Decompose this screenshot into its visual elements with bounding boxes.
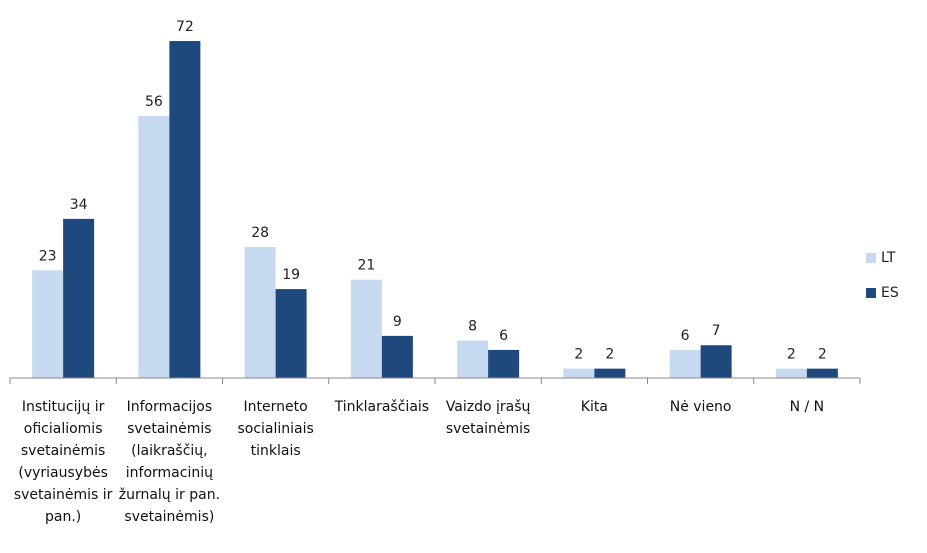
bar — [275, 289, 307, 378]
x-tick-label: Tinklaraščiais — [334, 399, 430, 415]
value-label: 34 — [70, 197, 88, 213]
bar — [488, 349, 520, 378]
value-label: 56 — [145, 94, 163, 110]
bar — [700, 345, 732, 378]
value-label: 2 — [787, 347, 796, 363]
value-label: 2 — [818, 347, 827, 363]
x-tick-label: Kita — [580, 399, 608, 415]
bar — [563, 368, 595, 378]
bar — [775, 368, 807, 378]
x-tick-label: Nė vieno — [669, 399, 732, 415]
bar — [350, 279, 382, 378]
value-label: 19 — [282, 267, 300, 283]
bar — [244, 246, 276, 378]
legend-swatch — [866, 288, 876, 298]
bar — [169, 41, 201, 378]
bar — [669, 349, 701, 378]
bar — [457, 340, 489, 378]
value-label: 21 — [357, 258, 375, 274]
legend-label: LT — [881, 250, 896, 266]
bar — [32, 270, 64, 378]
value-label: 6 — [681, 328, 690, 344]
value-label: 23 — [39, 248, 57, 264]
bar — [594, 368, 626, 378]
x-tick-label: Vaizdo įrašų svetainėmis — [445, 399, 531, 437]
value-label: 28 — [251, 225, 269, 241]
bar — [381, 335, 413, 378]
x-tick-label: Informacijos svetainėmis (laikraščių, in… — [118, 399, 221, 525]
value-label: 2 — [574, 347, 583, 363]
value-label: 9 — [393, 314, 402, 330]
x-tick-label: Interneto socialiniais tinklais — [237, 399, 314, 459]
x-tick-label: N / N — [789, 399, 825, 415]
value-label: 7 — [712, 323, 721, 339]
value-label: 6 — [499, 328, 508, 344]
bar — [63, 218, 95, 378]
bar — [806, 368, 838, 378]
value-label: 72 — [176, 19, 194, 35]
legend-swatch — [866, 253, 876, 263]
legend-label: ES — [881, 285, 899, 301]
value-label: 2 — [605, 347, 614, 363]
bar — [138, 115, 170, 379]
value-label: 8 — [468, 319, 477, 335]
x-tick-label: Institucijų ir oficialiomis svetainėmis … — [13, 399, 113, 525]
